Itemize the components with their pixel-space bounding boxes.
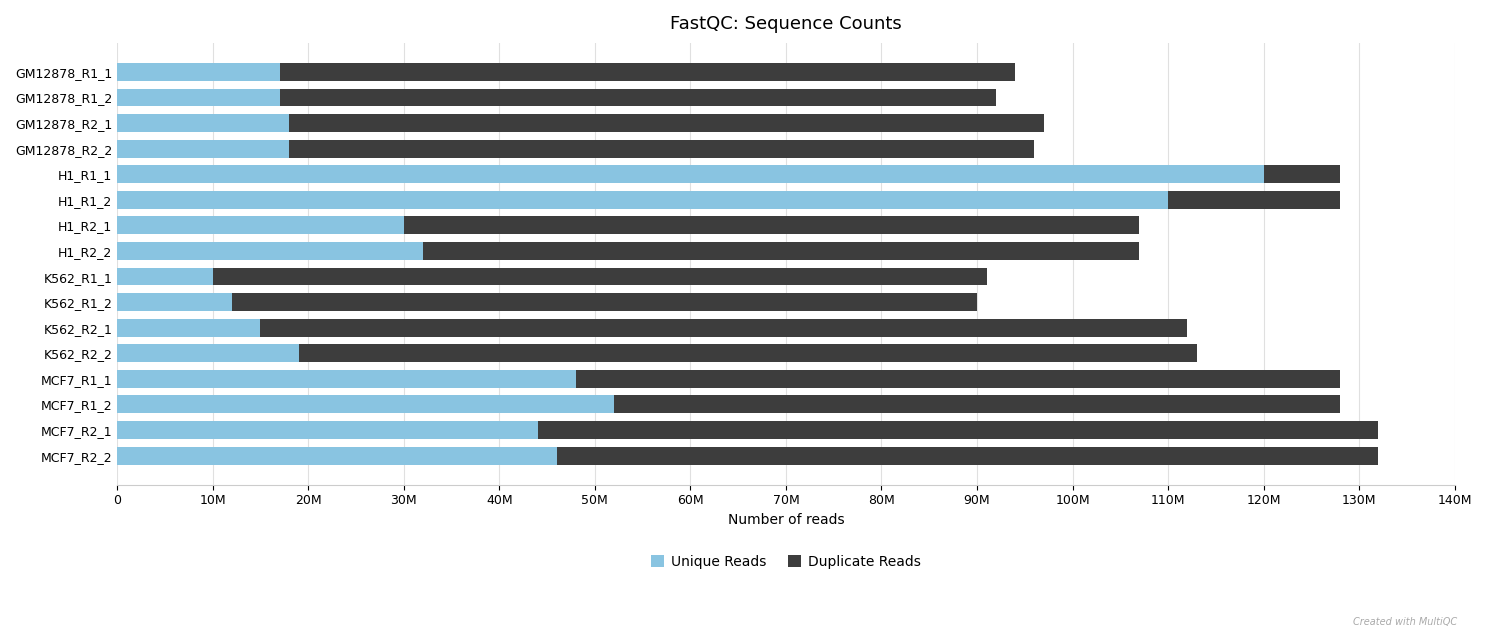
Legend: Unique Reads, Duplicate Reads: Unique Reads, Duplicate Reads (645, 549, 926, 574)
Bar (299, 344, 1197, 362)
Bar (213, 268, 986, 285)
Bar (117, 63, 280, 81)
X-axis label: Number of reads: Number of reads (727, 513, 845, 527)
Bar (1169, 191, 1340, 209)
Bar (117, 293, 232, 311)
Bar (260, 319, 1187, 337)
Bar (288, 114, 1044, 132)
Bar (117, 396, 614, 413)
Bar (537, 421, 1378, 439)
Bar (117, 370, 575, 388)
Bar (117, 140, 288, 158)
Bar (117, 421, 537, 439)
Title: FastQC: Sequence Counts: FastQC: Sequence Counts (671, 15, 901, 33)
Bar (117, 344, 299, 362)
Bar (117, 268, 213, 285)
Bar (117, 191, 1169, 209)
Bar (117, 242, 422, 260)
Bar (404, 216, 1139, 234)
Bar (117, 89, 280, 106)
Bar (280, 89, 996, 106)
Bar (614, 396, 1340, 413)
Bar (117, 319, 260, 337)
Bar (117, 114, 288, 132)
Bar (232, 293, 977, 311)
Bar (556, 447, 1378, 465)
Bar (117, 165, 1264, 183)
Bar (422, 242, 1139, 260)
Bar (1264, 165, 1340, 183)
Text: Created with MultiQC: Created with MultiQC (1353, 617, 1457, 627)
Bar (575, 370, 1340, 388)
Bar (117, 216, 404, 234)
Bar (280, 63, 1016, 81)
Bar (117, 447, 556, 465)
Bar (288, 140, 1035, 158)
